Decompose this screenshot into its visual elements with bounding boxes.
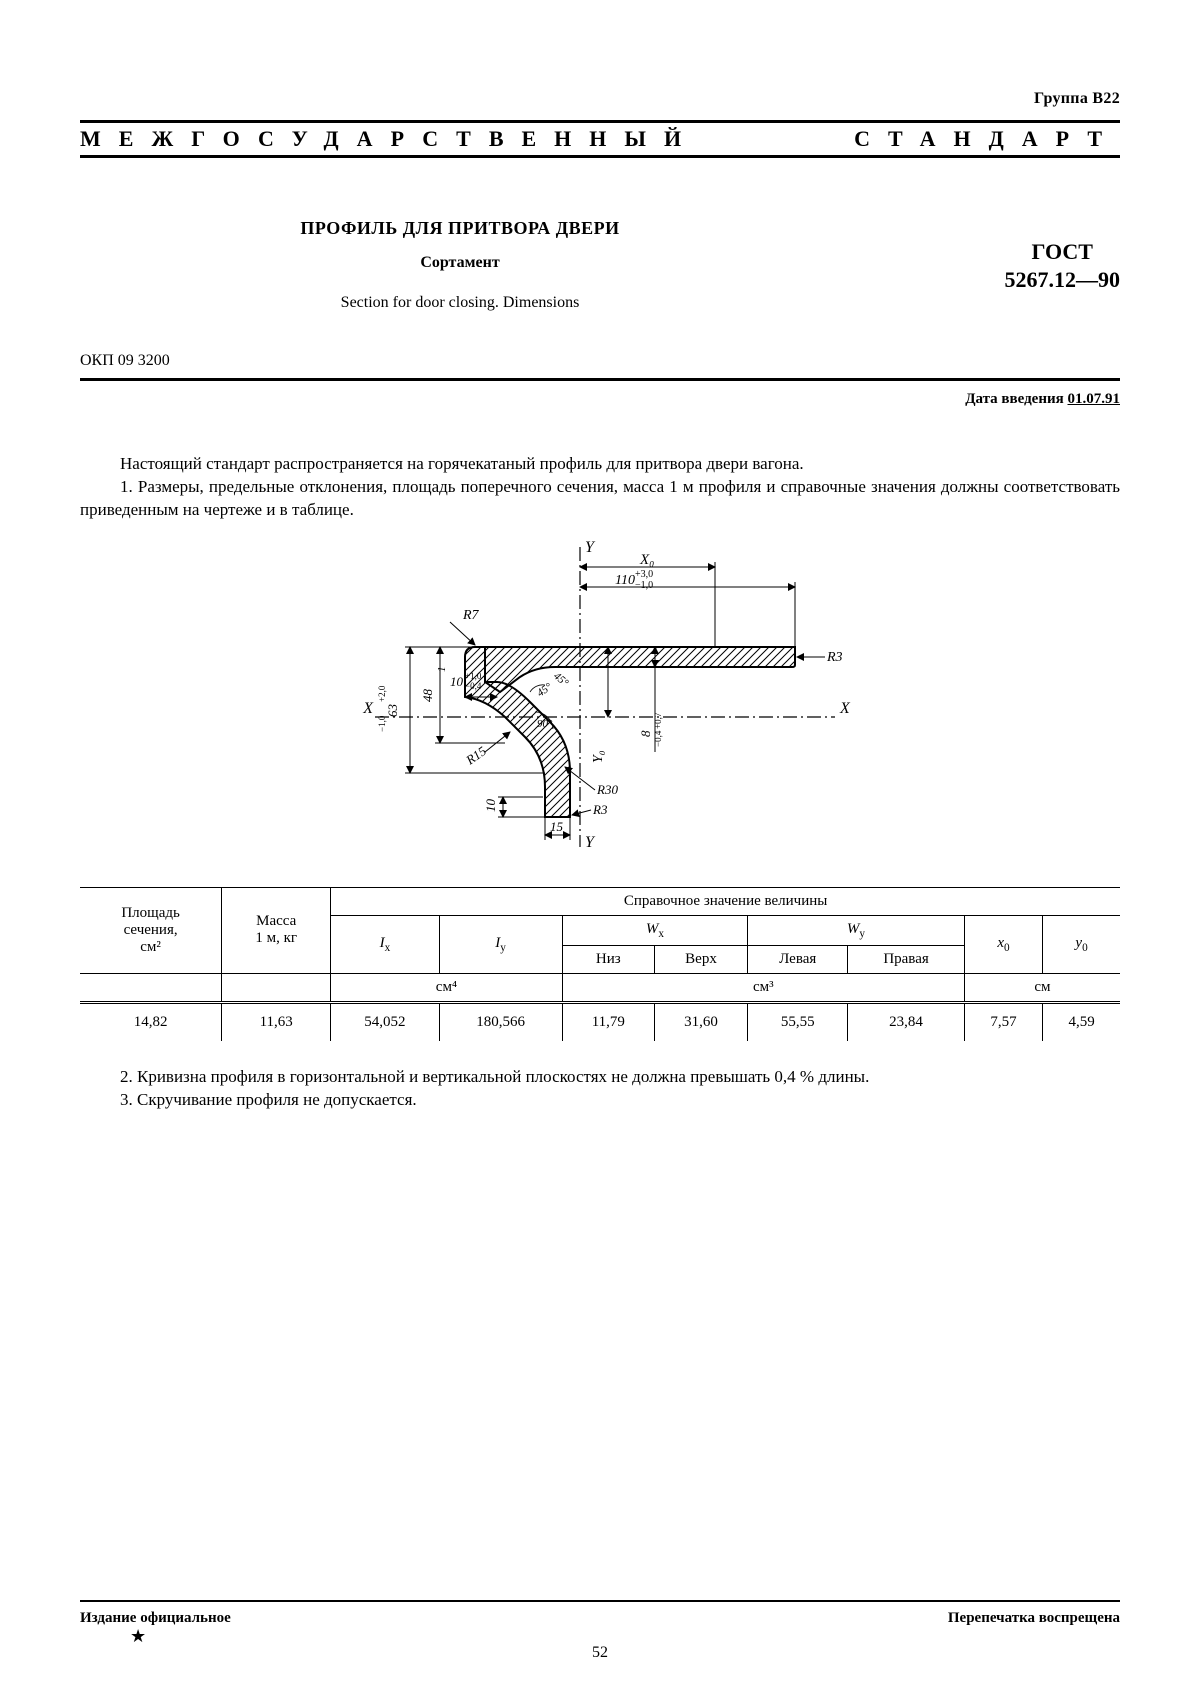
para-1: 1. Размеры, предельные отклонения, площа… — [80, 476, 1120, 522]
dim-48: 48 — [420, 688, 435, 702]
para-intro: Настоящий стандарт распространяется на г… — [80, 453, 1120, 476]
col-Wy: W — [847, 921, 860, 937]
dim-110-p: +3,0 — [635, 569, 653, 580]
col-prav: Правая — [848, 945, 965, 973]
col-Iy-sub: y — [500, 942, 506, 954]
dim-10: 10 — [450, 674, 464, 689]
col-y0-sub: 0 — [1082, 942, 1088, 954]
cell-mass: 11,63 — [222, 1002, 331, 1041]
col-Wx: W — [646, 921, 659, 937]
dim-110-m: −1,0 — [635, 580, 653, 591]
footer: Издание официальное Перепечатка воспреще… — [80, 1600, 1120, 1627]
cell-Wy-lev: 55,55 — [748, 1002, 848, 1041]
banner-title: МЕЖГОСУДАРСТВЕННЫЙ СТАНДАРТ — [80, 120, 1120, 158]
gost-box: ГОСТ 5267.12—90 — [1005, 238, 1121, 293]
date-intro: Дата введения 01.07.91 — [80, 391, 1120, 408]
para-2: 2. Кривизна профиля в горизонтальной и в… — [80, 1066, 1120, 1089]
title-en: Section for door closing. Dimensions — [0, 294, 1120, 312]
col-x0: x — [997, 935, 1004, 951]
dim-1: 1 — [436, 666, 448, 672]
unit-cm: см — [964, 973, 1120, 1002]
footer-left: Издание официальное — [80, 1610, 231, 1627]
col-lev: Левая — [748, 945, 848, 973]
reference-table: Площадьсечения,см² Масса1 м, кг Справочн… — [80, 887, 1120, 1041]
angle-45: 45° — [535, 680, 555, 699]
dim-r7: R7 — [462, 608, 480, 623]
body-text: Настоящий стандарт распространяется на г… — [80, 453, 1120, 522]
col-Wy-sub: y — [859, 928, 865, 940]
col-niz: Низ — [562, 945, 654, 973]
subtitle: Сортамент — [0, 254, 1120, 272]
gost-label: ГОСТ — [1005, 238, 1121, 266]
dim-110: 110 — [615, 573, 635, 588]
col-mass-l2: 1 м, кг — [255, 930, 297, 946]
dim-10-p: +1,0 — [465, 671, 482, 681]
dim-63-m: −1,0 — [377, 715, 387, 732]
dim-8-m: −0,4 — [653, 730, 663, 747]
col-x0-sub: 0 — [1004, 942, 1010, 954]
col-ref: Справочное значение величины — [331, 887, 1120, 915]
page-number: 52 — [0, 1644, 1200, 1662]
footer-right: Перепечатка воспрещена — [948, 1610, 1120, 1627]
technical-drawing: X X Y Y 110 +3,0 −1,0 X₀ R7 R3 — [80, 537, 1120, 862]
col-verh: Верх — [654, 945, 747, 973]
divider — [80, 378, 1120, 381]
dim-10-m: −0,4 — [465, 681, 482, 691]
axis-y-top: Y — [585, 539, 596, 556]
date-label: Дата введения — [965, 391, 1067, 407]
cell-x0: 7,57 — [964, 1002, 1042, 1041]
axis-x-left: X — [362, 700, 374, 717]
cell-area: 14,82 — [80, 1002, 222, 1041]
unit-cm3: см³ — [562, 973, 964, 1002]
body-text-2: 2. Кривизна профиля в горизонтальной и в… — [80, 1066, 1120, 1112]
cell-Ix: 54,052 — [331, 1002, 439, 1041]
unit-cm4: см⁴ — [331, 973, 562, 1002]
dim-15: 15 — [550, 819, 564, 834]
dim-r3: R3 — [826, 650, 843, 665]
cell-Wx-verh: 31,60 — [654, 1002, 747, 1041]
cell-Iy: 180,566 — [439, 1002, 562, 1041]
col-area-l3: см² — [140, 939, 161, 955]
cell-y0: 4,59 — [1043, 1002, 1120, 1041]
dim-63-p: +2,0 — [377, 685, 387, 702]
col-area-l2: сечения, — [124, 922, 178, 938]
title-block: ПРОФИЛЬ ДЛЯ ПРИТВОРА ДВЕРИ Сортамент Sec… — [80, 218, 1120, 312]
angle-90: 90° — [537, 718, 553, 730]
angle-45b: 45° — [551, 670, 571, 689]
cell-Wx-niz: 11,79 — [562, 1002, 654, 1041]
date-value: 01.07.91 — [1068, 391, 1121, 407]
group-label: Группа В22 — [80, 90, 1120, 108]
dim-8: 8 — [638, 730, 653, 737]
para-3: 3. Скручивание профиля не допускается. — [80, 1089, 1120, 1112]
dim-63: 63 — [385, 703, 400, 717]
okp-code: ОКП 09 3200 — [80, 352, 1120, 370]
axis-x-right: X — [839, 700, 851, 717]
gost-number: 5267.12—90 — [1005, 266, 1121, 294]
cell-Wy-prav: 23,84 — [848, 1002, 965, 1041]
dim-r30: R30 — [596, 782, 618, 797]
dim-y0: Y₀ — [591, 750, 606, 763]
col-Wx-sub: x — [658, 928, 664, 940]
dim-r3b: R3 — [592, 802, 608, 817]
col-mass-l1: Масса — [256, 913, 296, 929]
dim-10b: 10 — [483, 798, 498, 812]
axis-y-bottom: Y — [585, 834, 596, 851]
col-Ix-sub: x — [385, 942, 391, 954]
dim-x0: X₀ — [639, 552, 654, 568]
dim-r15: R15 — [462, 743, 489, 768]
dim-8-p: +0,7 — [653, 712, 663, 729]
title-ru: ПРОФИЛЬ ДЛЯ ПРИТВОРА ДВЕРИ — [0, 218, 1120, 239]
col-area-l1: Площадь — [121, 905, 180, 921]
